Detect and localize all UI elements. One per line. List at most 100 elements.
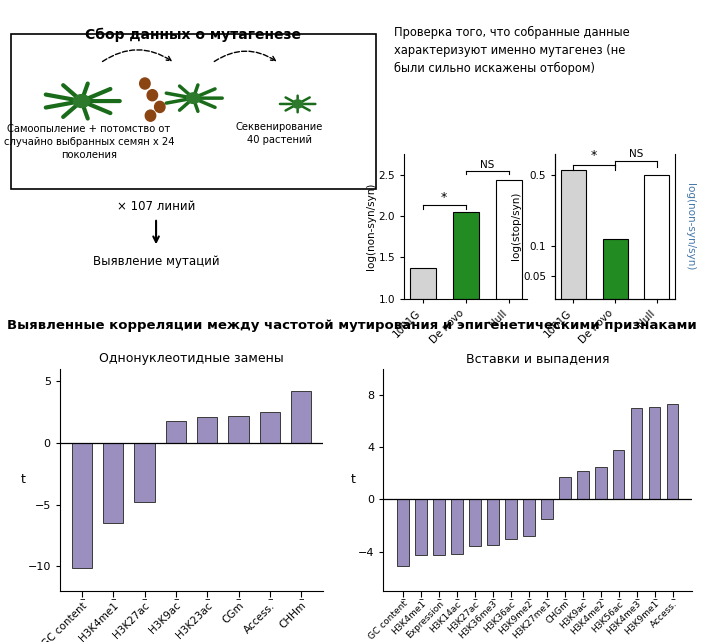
Text: –: – (236, 594, 241, 604)
Text: Выявление мутаций: Выявление мутаций (93, 256, 219, 268)
Text: –: – (298, 594, 304, 604)
Bar (415, 499, 427, 555)
Text: GC content: GC content (367, 599, 409, 641)
Text: H3K4me1: H3K4me1 (77, 600, 120, 642)
Text: × 107 линий: × 107 линий (117, 200, 195, 213)
Y-axis label: log(non-syn/syn): log(non-syn/syn) (685, 182, 695, 270)
Bar (433, 499, 445, 555)
Y-axis label: log(non-syn/syn): log(non-syn/syn) (366, 182, 376, 270)
Title: Вставки и выпадения: Вставки и выпадения (466, 352, 610, 365)
Bar (410, 268, 436, 299)
Ellipse shape (155, 101, 165, 112)
Bar (469, 499, 481, 546)
Bar (541, 499, 553, 519)
Y-axis label: t: t (21, 473, 25, 487)
FancyBboxPatch shape (11, 34, 376, 189)
Bar (487, 499, 498, 545)
Text: Expression: Expression (404, 599, 445, 640)
Text: –: – (205, 594, 210, 604)
Bar (451, 499, 463, 554)
Ellipse shape (146, 110, 155, 121)
Y-axis label: log(stop/syn): log(stop/syn) (510, 192, 520, 261)
Bar (228, 416, 249, 443)
Text: H3K27me1: H3K27me1 (512, 599, 553, 641)
Text: H3K27ac: H3K27ac (446, 599, 482, 634)
Text: H3K4me3: H3K4me3 (605, 599, 643, 637)
Title: Однонуклеотидные замены: Однонуклеотидные замены (99, 352, 284, 365)
Text: GC content: GC content (40, 600, 89, 642)
Text: H3K23ac: H3K23ac (174, 600, 214, 641)
Ellipse shape (147, 90, 157, 101)
Text: –: – (652, 594, 657, 604)
Bar (259, 412, 280, 443)
Text: –: – (437, 594, 441, 604)
Text: –: – (508, 594, 513, 604)
Text: –: – (110, 594, 116, 604)
Text: Сбор данных о мутагенезе: Сбор данных о мутагенезе (85, 28, 302, 42)
Bar (602, 239, 628, 642)
Bar (166, 421, 186, 443)
Text: –: – (472, 594, 477, 604)
Ellipse shape (140, 78, 150, 89)
Text: H3K56ac: H3K56ac (590, 599, 625, 634)
Text: –: – (634, 594, 639, 604)
Bar (523, 499, 535, 536)
Text: Access.: Access. (649, 599, 679, 629)
Bar (559, 477, 571, 499)
Bar (103, 443, 124, 523)
Bar (197, 417, 217, 443)
Text: –: – (142, 594, 148, 604)
Bar (291, 392, 311, 443)
Text: –: – (401, 594, 406, 604)
Text: –: – (617, 594, 621, 604)
Text: CHGm: CHGm (544, 599, 571, 626)
Text: –: – (544, 594, 549, 604)
Text: Самоопыление + потомство от
случайно выбранных семян x 24
поколения: Самоопыление + потомство от случайно выб… (4, 124, 174, 160)
Text: –: – (670, 594, 675, 604)
Bar (453, 212, 479, 299)
Text: H3K36ac: H3K36ac (482, 599, 517, 634)
Text: –: – (598, 594, 603, 604)
Text: H3K14ac: H3K14ac (428, 599, 463, 634)
Bar (505, 499, 517, 539)
Text: H3K4me1: H3K4me1 (389, 599, 427, 637)
Circle shape (73, 94, 90, 107)
Bar (631, 408, 643, 499)
Bar (397, 499, 409, 566)
Text: H3K9ac: H3K9ac (148, 600, 183, 636)
Text: H3K36me3: H3K36me3 (458, 599, 499, 641)
Text: H3K9me2: H3K9me2 (498, 599, 535, 637)
Text: –: – (491, 594, 496, 604)
Text: CHHm: CHHm (278, 600, 309, 631)
Bar (577, 471, 588, 499)
Text: H3K9ac: H3K9ac (558, 599, 589, 630)
Bar (613, 450, 624, 499)
Text: Access.: Access. (242, 600, 277, 636)
Bar (561, 169, 586, 642)
Text: Проверка того, что собранные данные
характеризуют именно мутагенез (не
были силь: Проверка того, что собранные данные хара… (394, 26, 629, 75)
Bar (645, 175, 669, 642)
Circle shape (292, 100, 303, 108)
Text: Выявленные корреляции между частотой мутирования и эпигенетическими признаками: Выявленные корреляции между частотой мут… (6, 319, 697, 333)
Text: *: * (591, 149, 598, 162)
Text: Секвенирование
40 растений: Секвенирование 40 растений (236, 121, 323, 145)
Text: –: – (79, 594, 85, 604)
Bar (72, 443, 92, 569)
Text: –: – (527, 594, 531, 604)
Text: –: – (173, 594, 179, 604)
Text: –: – (267, 594, 273, 604)
Text: *: * (441, 191, 447, 204)
Bar (595, 467, 607, 499)
Bar (666, 404, 678, 499)
FancyArrowPatch shape (214, 51, 276, 62)
Text: H3K4me2: H3K4me2 (569, 599, 607, 637)
Bar (649, 407, 660, 499)
Text: NS: NS (628, 149, 643, 159)
Text: NS: NS (480, 160, 494, 169)
Text: –: – (418, 594, 423, 604)
Text: CGm: CGm (221, 600, 245, 626)
Bar (496, 180, 522, 299)
Circle shape (186, 93, 200, 103)
Bar (134, 443, 155, 502)
FancyArrowPatch shape (103, 50, 171, 62)
